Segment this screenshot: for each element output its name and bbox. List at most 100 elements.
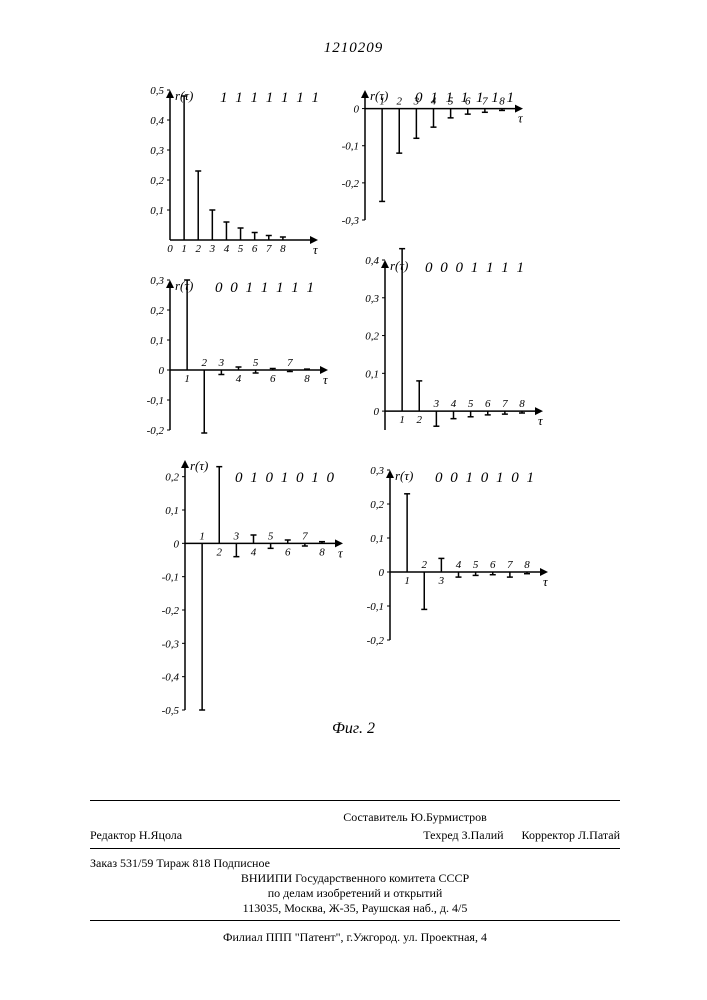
figure-caption: Фиг. 2 (0, 720, 707, 738)
y-tick-label: 0,3 (370, 465, 384, 477)
x-tick-label: 6 (285, 546, 291, 558)
y-tick-label: -0,3 (342, 215, 360, 227)
y-tick-label: 0,3 (365, 293, 379, 305)
y-tick-label: 0,1 (150, 205, 164, 217)
y-axis-label: r(τ) (190, 458, 208, 473)
y-tick-label: -0,2 (342, 178, 360, 190)
divider-1 (90, 800, 620, 801)
chart-c6: 0 0 1 0 1 0 1r(τ)-0,2-0,100,10,20,3τ1234… (367, 465, 549, 647)
y-tick-label: -0,4 (162, 672, 180, 684)
sequence-label: 0 0 1 1 1 1 1 (215, 280, 316, 296)
y-tick-label: -0,1 (162, 572, 179, 584)
y-tick-label: 0,3 (150, 145, 164, 157)
sequence-label: 0 1 0 1 0 1 0 (235, 470, 336, 486)
y-tick-label: 0,4 (365, 255, 379, 267)
x-tick-label: 7 (287, 357, 293, 369)
y-tick-label: -0,3 (162, 638, 180, 650)
y-axis-label: r(τ) (395, 468, 413, 483)
x-tick-label: 7 (502, 398, 508, 410)
x-tick-label: 8 (280, 243, 286, 255)
x-tick-label: 5 (268, 530, 274, 542)
y-tick-label: 0 (354, 104, 360, 116)
y-tick-label: 0,1 (370, 533, 384, 545)
x-tick-label: 2 (417, 414, 423, 426)
y-tick-label: -0,2 (147, 425, 165, 437)
x-tick-label: 1 (199, 530, 205, 542)
x-tick-label: 4 (451, 398, 457, 410)
y-tick-label: 0,2 (150, 305, 164, 317)
credits-block: Составитель Ю.Бурмистров Редактор Н.Яцол… (90, 810, 620, 843)
x-tick-label: 1 (404, 575, 410, 587)
y-tick-label: 0 (379, 567, 385, 579)
sequence-label: 0 0 0 1 1 1 1 (425, 260, 526, 276)
y-tick-label: 0,4 (150, 115, 164, 127)
x-tick-label: 4 (431, 96, 437, 108)
x-tick-label: 6 (490, 559, 496, 571)
x-tick-label: 8 (319, 546, 325, 558)
x-tick-label: 5 (253, 357, 259, 369)
sequence-label: 1 1 1 1 1 1 1 (220, 90, 321, 106)
x-tick-label: 6 (465, 96, 471, 108)
x-tick-label: 4 (224, 243, 230, 255)
x-tick-label: 8 (524, 559, 530, 571)
x-axis-label: τ (338, 545, 344, 560)
x-tick-label: 3 (413, 96, 420, 108)
x-tick-label: 2 (397, 96, 403, 108)
branch-line: Филиал ППП "Патент", г.Ужгород. ул. Прое… (90, 930, 620, 945)
address-line: 113035, Москва, Ж-35, Раушская наб., д. … (90, 901, 620, 916)
x-tick-label: 1 (379, 96, 385, 108)
x-tick-label: 0 (167, 243, 173, 255)
charts-canvas: 1 1 1 1 1 1 1r(τ)0,10,20,30,40,5τ0123456… (0, 0, 707, 740)
x-tick-label: 5 (448, 96, 454, 108)
x-tick-label: 5 (468, 398, 474, 410)
y-tick-label: -0,2 (367, 635, 385, 647)
chart-c4: 0 0 0 1 1 1 1r(τ)00,10,20,30,4τ12345678 (365, 249, 544, 430)
x-tick-label: 2 (422, 559, 428, 571)
divider-2 (90, 848, 620, 849)
x-tick-label: 2 (195, 243, 201, 255)
x-tick-label: 5 (473, 559, 479, 571)
branch-block: Филиал ППП "Патент", г.Ужгород. ул. Прое… (90, 930, 620, 945)
affairs-line: по делам изобретений и открытий (90, 886, 620, 901)
x-tick-label: 1 (399, 414, 405, 426)
y-tick-label: -0,5 (162, 705, 180, 717)
vniipi-line: ВНИИПИ Государственного комитета СССР (90, 871, 620, 886)
y-tick-label: 0,2 (165, 472, 179, 484)
chart-c3: 0 0 1 1 1 1 1r(τ)-0,2-0,100,10,20,3τ1234… (147, 275, 329, 437)
x-axis-label: τ (543, 574, 549, 589)
sequence-label: 0 0 1 0 1 0 1 (435, 470, 536, 486)
x-tick-label: 3 (233, 530, 240, 542)
x-tick-label: 8 (304, 373, 310, 385)
x-tick-label: 5 (238, 243, 244, 255)
x-tick-label: 4 (456, 559, 462, 571)
y-tick-label: 0,2 (370, 499, 384, 511)
x-tick-label: 3 (433, 398, 440, 410)
y-tick-label: 0,1 (365, 368, 379, 380)
x-tick-label: 2 (202, 357, 208, 369)
x-tick-label: 7 (507, 559, 513, 571)
x-tick-label: 3 (218, 357, 225, 369)
y-tick-label: -0,1 (147, 395, 164, 407)
x-tick-label: 2 (217, 546, 223, 558)
y-tick-label: 0,2 (150, 175, 164, 187)
x-axis-label: τ (538, 413, 544, 428)
y-tick-label: 0 (374, 406, 380, 418)
chart-c2: 0 1 1 1 1 1 1r(τ)-0,3-0,2-0,10τ12345678 (342, 88, 524, 227)
x-tick-label: 7 (302, 530, 308, 542)
chart-c5: 0 1 0 1 0 1 0r(τ)-0,5-0,4-0,3-0,2-0,100,… (162, 458, 344, 717)
y-axis-label: r(τ) (390, 258, 408, 273)
y-tick-label: 0,3 (150, 275, 164, 287)
x-tick-label: 3 (209, 243, 216, 255)
imprint-block: Заказ 531/59 Тираж 818 Подписное ВНИИПИ … (90, 856, 620, 916)
y-tick-label: 0,1 (150, 335, 164, 347)
x-tick-label: 7 (482, 96, 488, 108)
x-tick-label: 4 (236, 373, 242, 385)
x-tick-label: 8 (499, 96, 505, 108)
x-tick-label: 3 (438, 575, 445, 587)
chart-c1: 1 1 1 1 1 1 1r(τ)0,10,20,30,40,5τ0123456… (150, 85, 321, 257)
x-tick-label: 6 (270, 373, 276, 385)
y-tick-label: 0 (159, 365, 165, 377)
x-axis-label: τ (313, 242, 319, 257)
y-tick-label: -0,1 (342, 141, 359, 153)
y-tick-label: 0,2 (365, 331, 379, 343)
